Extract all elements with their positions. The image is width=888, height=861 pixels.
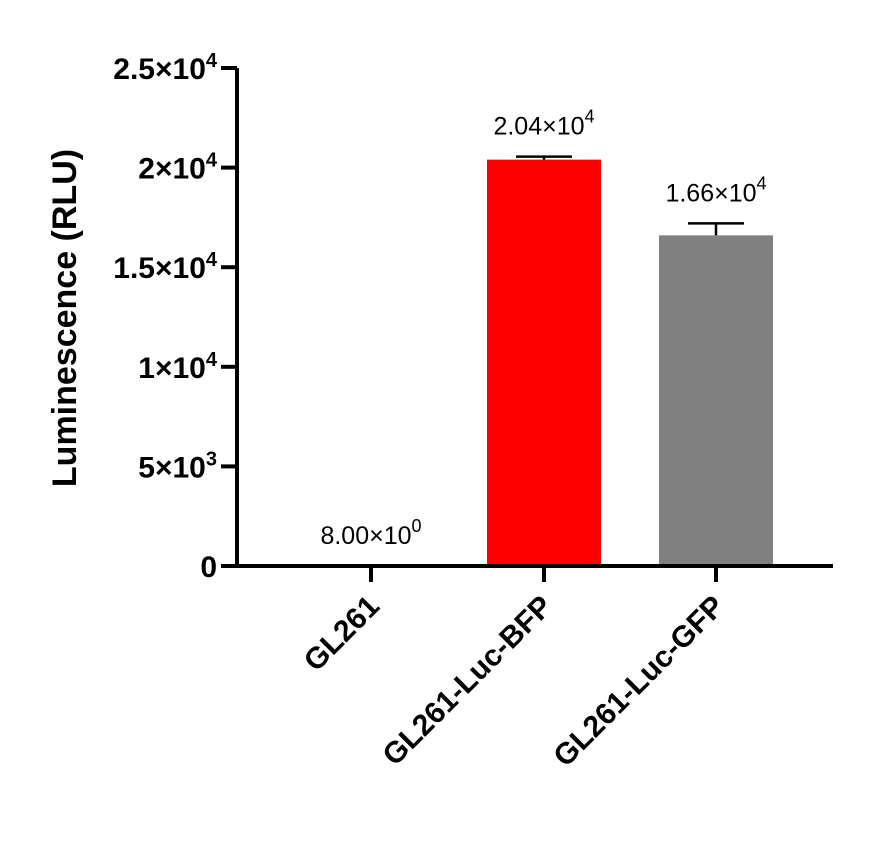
y-axis-label: Luminescence (RLU) <box>46 149 84 487</box>
y-tick-label-3: 1.5×104 <box>113 249 218 285</box>
y-axis-title: Luminescence (RLU) <box>46 149 84 487</box>
y-tick-label-1: 5×103 <box>138 448 217 484</box>
y-tick-label-4: 2×104 <box>138 150 218 186</box>
data-label-0: 8.00×100 <box>320 516 421 550</box>
data-label-1: 2.04×104 <box>493 107 594 141</box>
x-tick-label-1: GL261-Luc-BFP <box>376 590 558 772</box>
y-tick-label-0: 0 <box>200 551 217 584</box>
bar-gl261-luc-gfp <box>659 235 773 566</box>
x-tick-label-0: GL261 <box>298 590 386 678</box>
bar-gl261-luc-bfp <box>487 159 601 566</box>
data-label-2: 1.66×104 <box>665 173 766 207</box>
x-tick-label-2: GL261-Luc-GFP <box>547 590 731 774</box>
plot-area: 8.00×100 2.04×104 1.66×104 0 5×103 1×104 1.5×1… <box>113 50 833 773</box>
y-tick-label-5: 2.5×104 <box>113 50 218 86</box>
y-tick-label-2: 1×104 <box>138 349 218 385</box>
